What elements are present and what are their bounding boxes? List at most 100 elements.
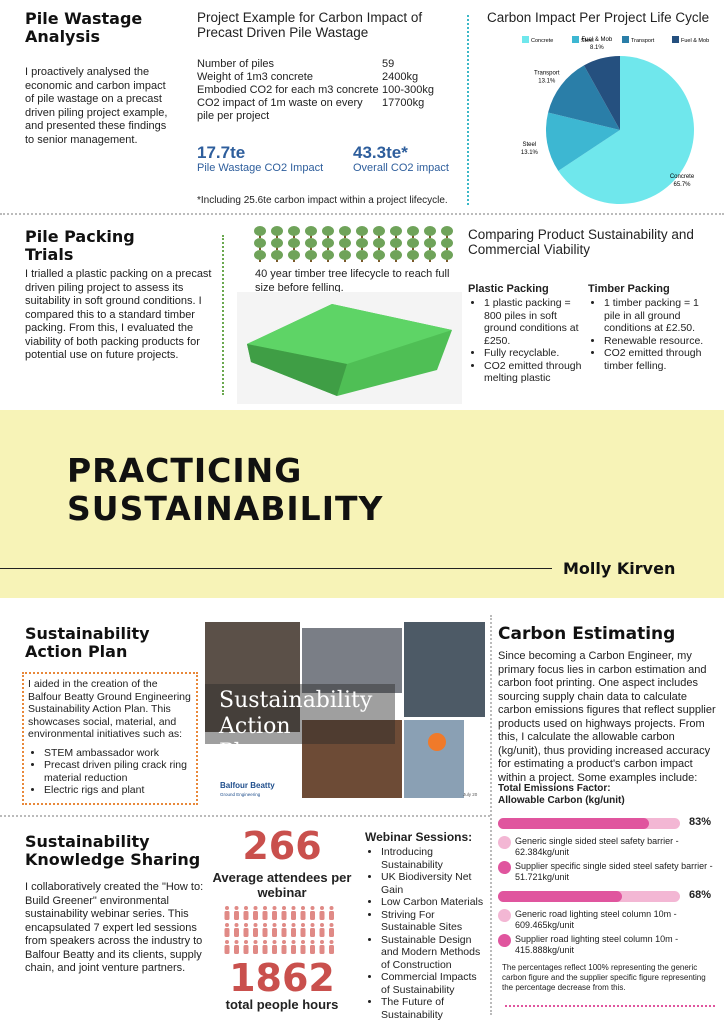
pie-slice [546,112,620,171]
person-body [291,911,296,920]
person-head [320,940,324,944]
cover-title: Sustainability Action Plan [218,688,373,765]
stat-label: Pile Wastage CO2 Impact [197,162,324,174]
cover-date: July 20 [463,792,478,797]
person-body [224,928,230,937]
slice-name: Concrete [670,174,695,180]
list-item: 1 timber packing = 1 pile in all ground … [604,297,708,335]
plastic-packing-photo [237,292,462,404]
slice-name: Fuel & Mob [581,37,612,43]
cover-title-line: Sustainability [219,688,373,713]
section-title: Sustainability Action Plan [25,624,150,661]
tree-crown [373,250,385,260]
packing-top [247,304,452,364]
person-head [329,906,334,910]
person-head [320,906,324,910]
section-title: Pile Packing Trials [25,227,135,264]
tree-crown [271,238,283,248]
footnote: *Including 25.6te carbon impact within a… [197,195,448,206]
example-item: Supplier road lighting steel column 10m … [498,934,713,955]
bullet [498,934,511,947]
tree-crown [441,238,453,248]
factor-line: Total Emissions Factor: [498,783,611,794]
row-value: 17700kg [382,97,425,109]
legend-label: Fuel & Mob [681,38,709,44]
list-item: Renewable resource. [604,335,708,348]
divider [0,815,490,817]
packing-heading: Timber Packing [588,283,670,295]
bar-fill [498,891,622,902]
table-row: CO2 impact of 1m waste on every pile per… [197,97,462,123]
tree-crown [356,226,368,236]
slice-value: 8.1% [590,45,604,51]
title-band [205,684,395,744]
tree-crown [322,226,334,236]
legend-swatch [622,36,629,43]
person-body [319,945,325,954]
carbon-group: 68% Generic road lighting steel column 10… [498,889,718,962]
webinar-items: Introducing SustainabilityUK Biodiversit… [365,846,485,1021]
tree-crown [288,238,300,248]
stat-label: Overall CO2 impact [353,162,449,174]
tree-crown [373,226,385,236]
person-head [282,923,286,927]
person-body [234,945,239,954]
bar-fill [498,818,650,829]
bar-track [498,891,680,902]
bullet [498,836,511,849]
slice-value: 13.1% [521,150,539,156]
list-item: The Future of Sustainability [381,996,485,1021]
person-body [310,945,315,954]
example-table: Number of piles 59 Weight of 1m3 concrete 2… [197,58,462,123]
packing-list: 1 plastic packing = 800 piles in soft gr… [468,297,583,385]
person-head [329,923,334,927]
table-row: Weight of 1m3 concrete 2400kg [197,71,462,84]
photo [302,720,402,798]
stat-label: total people hours [225,997,339,1012]
person-head [272,906,277,910]
carbon-group: 83% Generic single sided steel safety bar… [498,816,718,889]
packing-column: Timber Packing 1 timber packing = 1 pile … [588,283,708,372]
person-head [244,906,248,910]
compare-title: Comparing Product Sustainability and Com… [468,227,694,257]
person-head [282,940,286,944]
person-head [291,940,296,944]
stat-value: 43.3te* [353,143,408,162]
worker [428,733,446,751]
tree-crown [424,250,436,260]
tree-crown [407,250,419,260]
tree-crown [441,226,453,236]
person-head [234,940,239,944]
bar-label: 68% [689,889,712,901]
list-item: CO2 emitted through timber felling. [604,347,708,372]
pie-slice [558,56,694,204]
person-head [253,923,258,927]
person-head [301,940,305,944]
tree-crown [356,238,368,248]
example-title: Project Example for Carbon Impact of Pre… [197,10,423,40]
row-label: Number of piles [197,58,275,70]
example-text: Generic road lighting steel column 10m -… [515,909,677,930]
legend-swatch [672,36,679,43]
bar-label: 83% [689,816,712,828]
list-item: Sustainable Design and Modern Methods of… [381,934,485,972]
bullet [498,861,511,874]
person-head [263,906,267,910]
list-item: Low Carbon Materials [381,896,485,909]
tree-crown [305,226,317,236]
person-body [272,911,277,920]
tree-crown [322,238,334,248]
list-item: Fully recyclable. [484,347,583,360]
tree-crown [339,226,351,236]
example-item: Supplier specific single sided steel saf… [498,861,713,882]
legend-item: Fuel & Mob [672,36,709,44]
person-head [263,923,267,927]
person-body [319,911,325,920]
person-head [301,906,305,910]
tree-crown [288,226,300,236]
person-head [310,906,315,910]
list-item: Striving For Sustainable Sites [381,909,485,934]
example-text: Supplier road lighting steel column 10m … [515,934,679,955]
person-head [301,923,305,927]
person-head [225,906,229,910]
